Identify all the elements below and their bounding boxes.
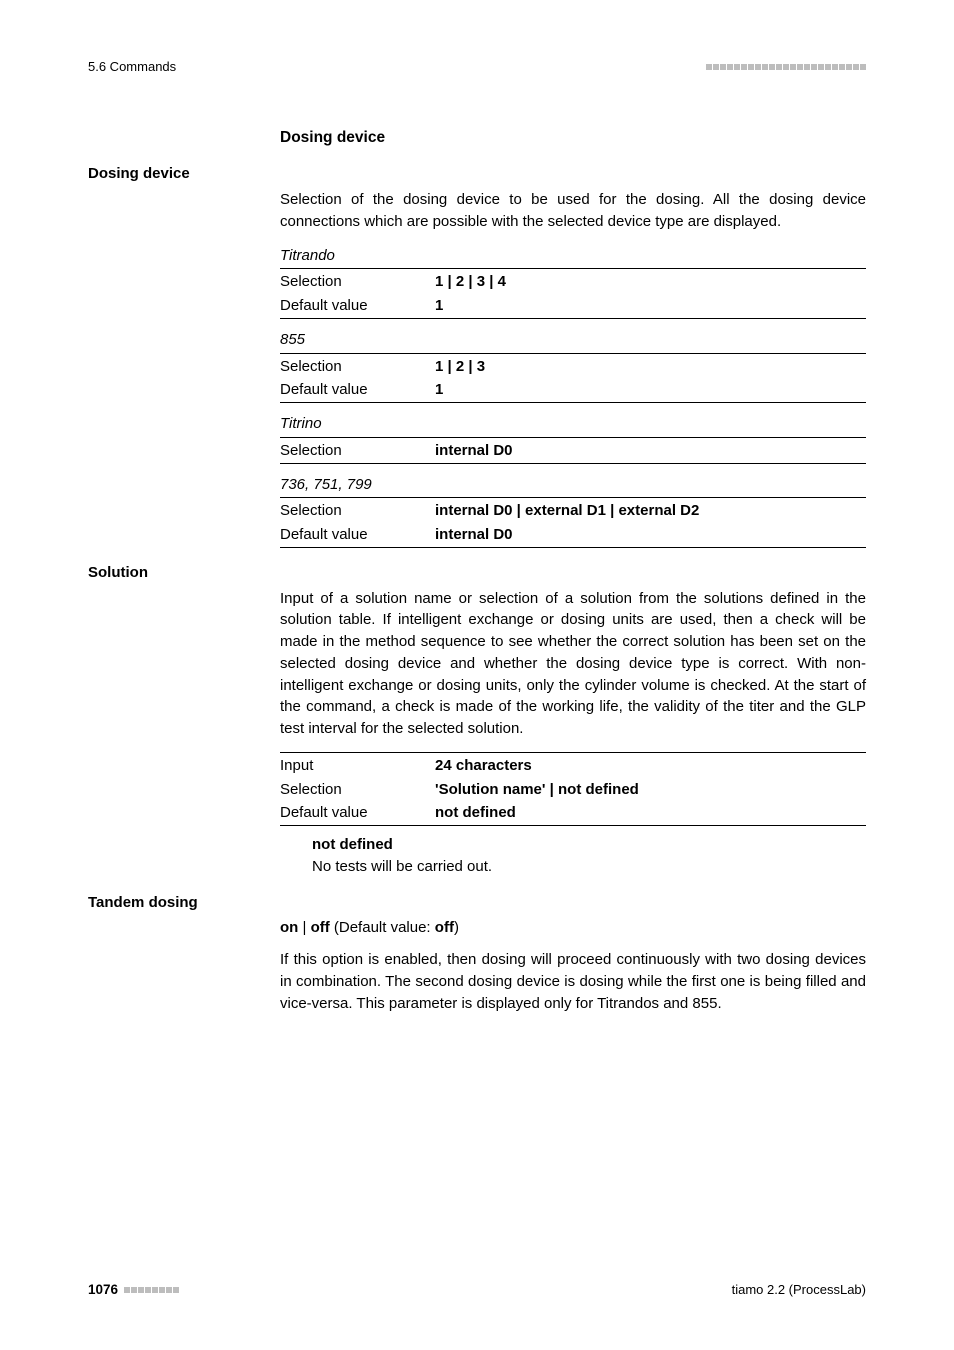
table-row: Selection internal D0 | external D1 | ex… <box>280 499 866 523</box>
note-text: No tests will be carried out. <box>312 856 866 878</box>
table-row: Default value 1 <box>280 294 866 319</box>
solution-desc: Input of a solution name or selection of… <box>280 588 866 740</box>
page-header: 5.6 Commands <box>0 0 954 87</box>
section-heading-dosing-device: Dosing device <box>280 127 866 149</box>
row-value: 24 characters <box>435 755 532 777</box>
table-row: Selection 1 | 2 | 3 | 4 <box>280 270 866 294</box>
field-body-tandem: on | off (Default value: off) If this op… <box>280 917 866 1014</box>
onoff-off: off <box>311 919 330 936</box>
table-row: Default value internal D0 <box>280 523 866 548</box>
page-number: 1076 <box>88 1280 118 1300</box>
solution-note: not defined No tests will be carried out… <box>312 834 866 878</box>
header-decor <box>706 64 866 70</box>
row-key: Default value <box>280 295 435 317</box>
row-value: 1 | 2 | 3 | 4 <box>435 271 506 293</box>
table-row: Selection 'Solution name' | not defined <box>280 778 866 802</box>
row-value: 1 | 2 | 3 <box>435 356 485 378</box>
field-solution: Solution Input of a solution name or sel… <box>88 562 866 878</box>
row-value: 'Solution name' | not defined <box>435 779 639 801</box>
onoff-sep: | <box>298 919 310 936</box>
table-row: Default value not defined <box>280 801 866 826</box>
header-section-ref: 5.6 Commands <box>88 58 176 77</box>
row-value: internal D0 | external D1 | external D2 <box>435 500 699 522</box>
table-row: Selection internal D0 <box>280 439 866 464</box>
row-key: Default value <box>280 802 435 824</box>
row-value: internal D0 <box>435 524 513 546</box>
row-key: Default value <box>280 524 435 546</box>
field-dosing-device: Dosing device Selection of the dosing de… <box>88 163 866 548</box>
dosing-device-desc: Selection of the dosing device to be use… <box>280 189 866 233</box>
footer-left: 1076 <box>88 1280 179 1300</box>
row-value: internal D0 <box>435 440 513 462</box>
field-label-tandem: Tandem dosing <box>88 892 866 914</box>
onoff-open: (Default value: <box>330 919 435 936</box>
footer-decor <box>124 1287 179 1293</box>
field-tandem-dosing: Tandem dosing on | off (Default value: o… <box>88 892 866 1015</box>
table-row: Default value 1 <box>280 378 866 403</box>
row-key: Selection <box>280 500 435 522</box>
table-row: Input 24 characters <box>280 752 866 778</box>
group-title-titrino: Titrino <box>280 413 866 438</box>
row-value: not defined <box>435 802 516 824</box>
row-key: Selection <box>280 271 435 293</box>
page-footer: 1076 tiamo 2.2 (ProcessLab) <box>88 1280 866 1300</box>
footer-right: tiamo 2.2 (ProcessLab) <box>732 1281 866 1300</box>
row-value: 1 <box>435 295 443 317</box>
group-title-titrando: Titrando <box>280 245 866 270</box>
field-label-solution: Solution <box>88 562 866 584</box>
tandem-desc: If this option is enabled, then dosing w… <box>280 949 866 1014</box>
onoff-on: on <box>280 919 298 936</box>
field-label-dosing-device: Dosing device <box>88 163 866 185</box>
onoff-close: ) <box>454 919 459 936</box>
row-key: Selection <box>280 356 435 378</box>
page-content: Dosing device Dosing device Selection of… <box>0 87 954 1014</box>
note-title: not defined <box>312 834 866 856</box>
onoff-default: off <box>435 919 454 936</box>
group-title-855: 855 <box>280 329 866 354</box>
row-value: 1 <box>435 379 443 401</box>
tandem-onoff: on | off (Default value: off) <box>280 917 866 939</box>
row-key: Default value <box>280 379 435 401</box>
field-body-solution: Input of a solution name or selection of… <box>280 588 866 878</box>
row-key: Input <box>280 755 435 777</box>
row-key: Selection <box>280 440 435 462</box>
row-key: Selection <box>280 779 435 801</box>
group-title-736: 736, 751, 799 <box>280 474 866 499</box>
table-row: Selection 1 | 2 | 3 <box>280 355 866 379</box>
field-body-dosing-device: Selection of the dosing device to be use… <box>280 189 866 548</box>
